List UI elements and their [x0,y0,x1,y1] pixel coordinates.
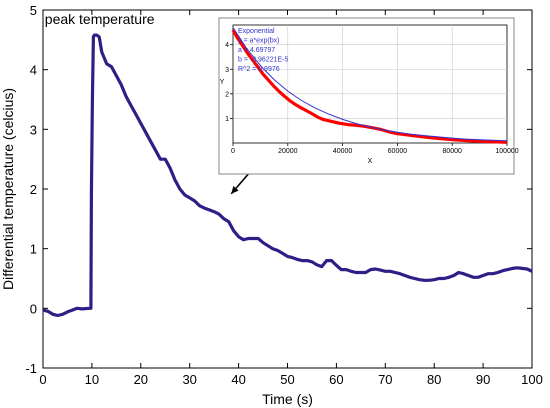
inset-y-tick-label: 1 [225,116,229,123]
inset-legend-line: y = a*exp(bx) [238,38,279,45]
inset-x-axis-label: X [368,158,373,165]
peak-temperature-annotation: peak temperature [45,11,155,27]
x-axis-label: Time (s) [262,391,313,407]
x-tick-label: 10 [85,372,99,387]
x-tick-label: 100 [521,372,543,387]
inset-y-tick-label: 4 [225,42,229,49]
inset-legend-line: a = 4.69797 [238,47,275,54]
inset-y-tick-label: 2 [225,91,229,98]
x-tick-label: 90 [476,372,490,387]
x-tick-label: 70 [378,372,392,387]
inset-fit-line [232,27,508,142]
x-tick-label: 30 [182,372,196,387]
inset-x-tick-label: 20000 [278,148,298,155]
y-axis-label: Differential temperature (celcius) [0,88,16,290]
inset-x-tick-label: 60000 [388,148,408,155]
y-tick-label: 5 [30,3,37,18]
inset-data-line [231,29,508,144]
x-tick-label: 80 [427,372,441,387]
y-tick-label: 2 [30,182,37,197]
inset-x-tick-label: 100000 [495,148,518,155]
inset-legend-line: R^2 = 0.9976 [238,66,280,73]
x-tick-label: 20 [134,372,148,387]
x-tick-label: 0 [39,372,46,387]
x-tick-label: 40 [231,372,245,387]
y-tick-label: -1 [25,361,37,376]
inset-x-tick-label: 0 [231,148,235,155]
inset-x-tick-label: 40000 [333,148,353,155]
inset-x-tick-label: 80000 [442,148,462,155]
inset-y-tick-label: 3 [225,67,229,74]
y-tick-label: 3 [30,122,37,137]
y-tick-label: 4 [30,63,37,78]
inset-y-axis-label: Y [220,79,225,86]
pointer-arrow-head [231,186,239,194]
inset-legend-line: Exponential [238,28,275,35]
inset-legend-line: b = -3.96221E-5 [238,57,289,64]
x-tick-label: 50 [280,372,294,387]
x-tick-label: 60 [329,372,343,387]
y-tick-label: 1 [30,242,37,257]
y-tick-label: 0 [30,301,37,316]
temperature-series-line [42,33,533,318]
